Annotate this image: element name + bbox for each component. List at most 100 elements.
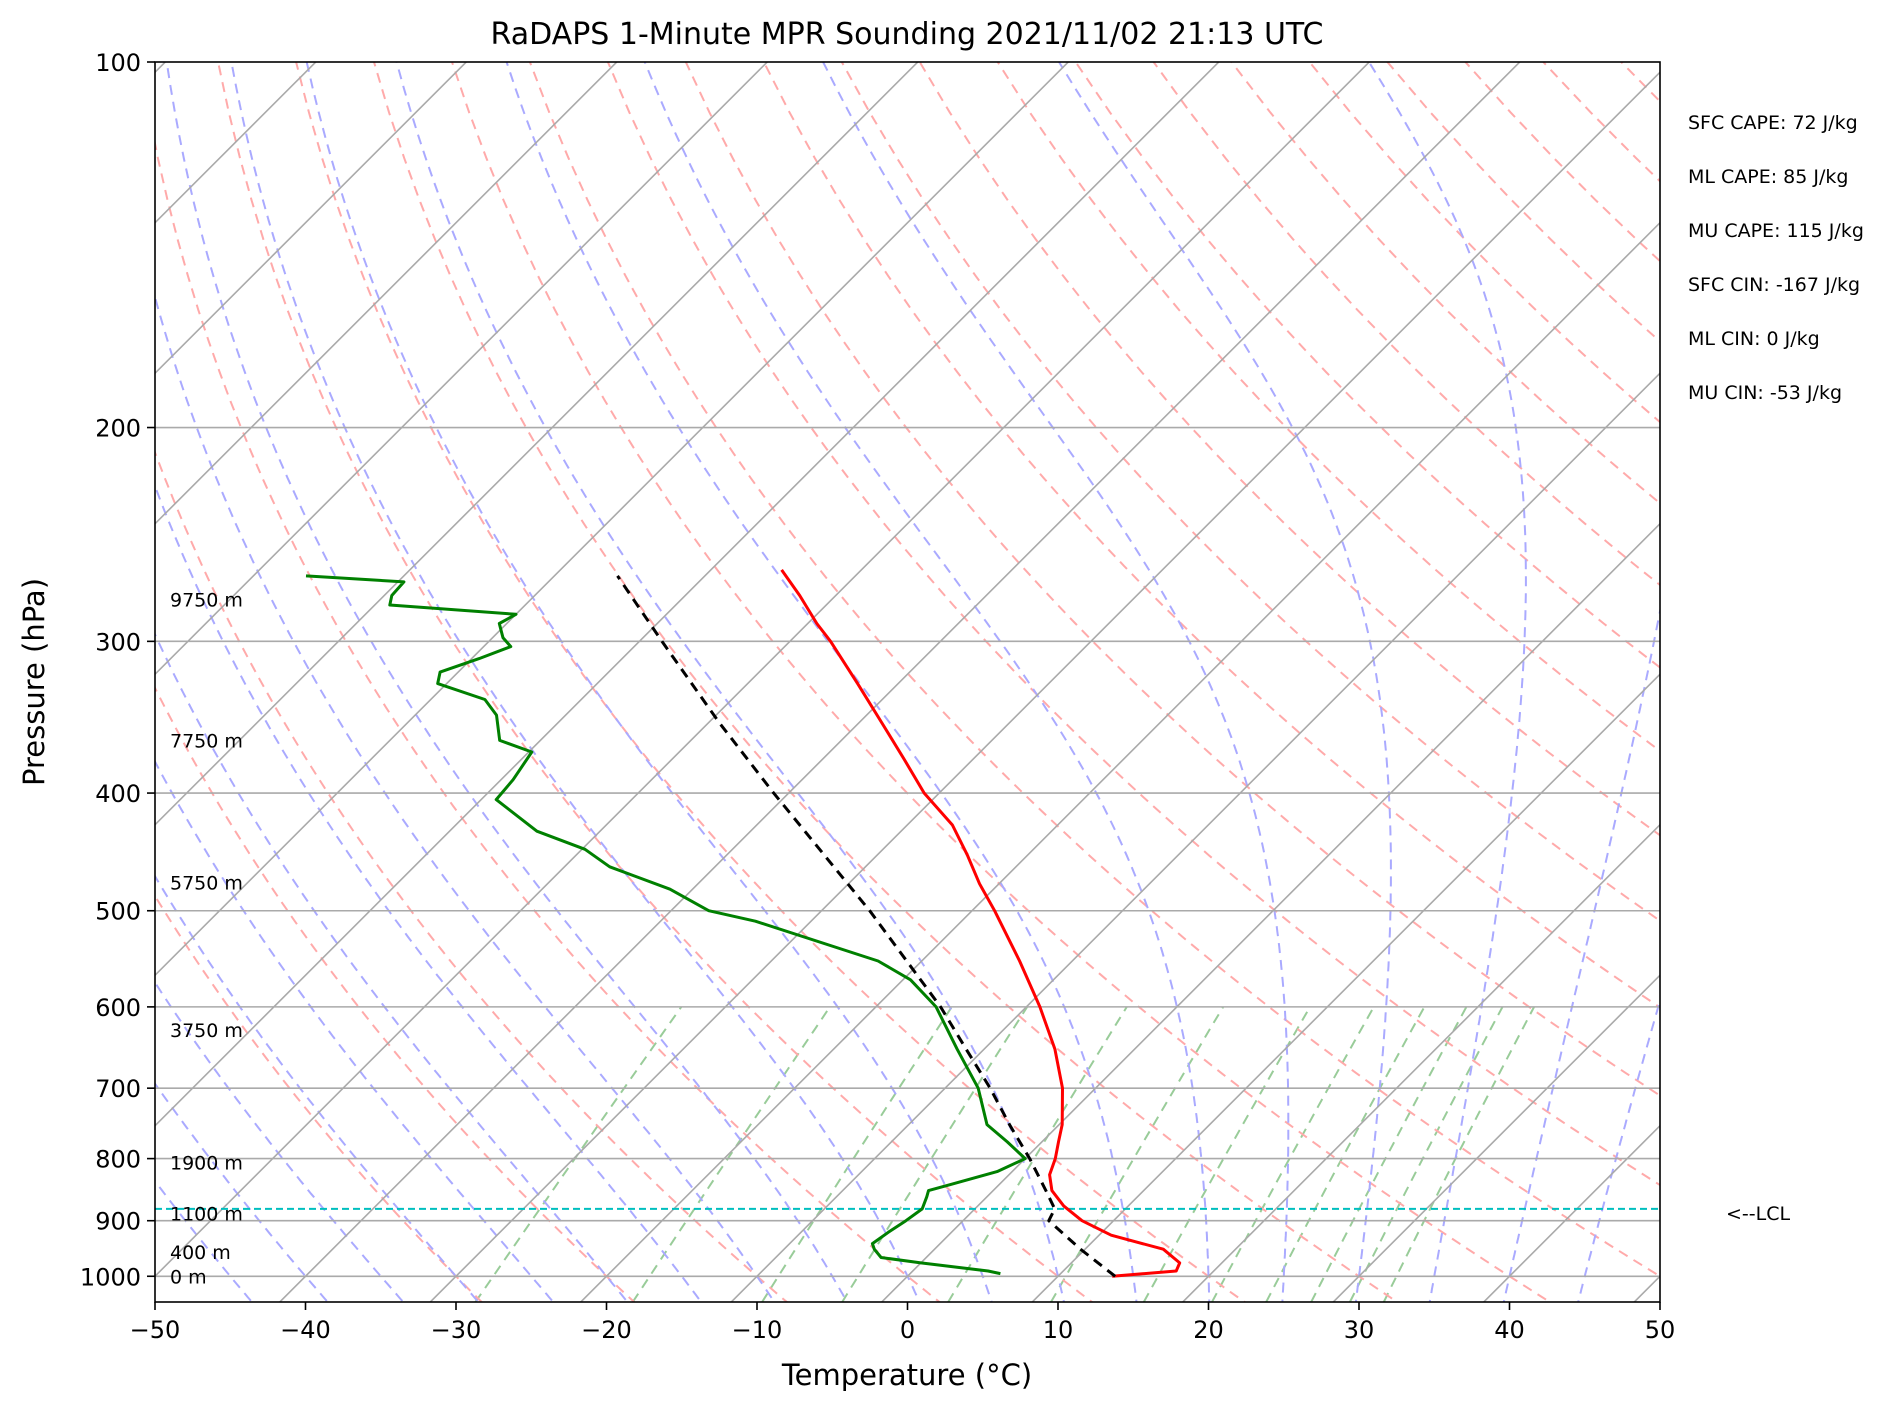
isotherm-line <box>155 62 468 375</box>
moist-adiabat-line <box>1058 62 1392 1302</box>
mixing-ratio-line <box>1142 1006 1311 1302</box>
dry-adiabat-line <box>1645 6 1903 1326</box>
mixing-ratio-line <box>947 1006 1128 1302</box>
dry-adiabat-line <box>1152 62 1660 587</box>
dry-adiabat-line <box>996 62 1660 753</box>
stat-line: SFC CIN: -167 J/kg <box>1688 274 1860 296</box>
isotherm-line <box>155 62 769 676</box>
moist-adiabat-line <box>1577 996 1660 1302</box>
sounding-series <box>305 569 1182 1278</box>
isotherm-line <box>155 62 1070 977</box>
height-label: 1100 m <box>170 1204 243 1226</box>
mixing-ratio-line <box>474 1006 683 1302</box>
moist-adiabat-line <box>1368 62 1527 1302</box>
dry-adiabat-line <box>1797 6 1903 1326</box>
moist-adiabat-line <box>155 293 776 1302</box>
moist-adiabat-line <box>643 62 1211 1302</box>
isotherm-line <box>1633 1275 1660 1302</box>
moist-adiabat-line <box>155 483 703 1302</box>
dry-adiabat-line <box>295 62 1247 1302</box>
dry-adiabat-line <box>372 62 1400 1302</box>
dry-adiabat-line <box>1308 62 1660 424</box>
y-tick-label: 400 <box>95 780 141 808</box>
stat-line: MU CIN: -53 J/kg <box>1688 382 1842 404</box>
isotherm-gridlines <box>155 6 1903 1326</box>
stats-panel: SFC CAPE: 72 J/kg ML CAPE: 85 J/kg MU CAPE… <box>1688 112 1864 404</box>
y-tick-label: 900 <box>95 1208 141 1236</box>
isotherm-line <box>155 62 317 224</box>
height-label: 0 m <box>170 1266 207 1288</box>
moist-adiabat-line <box>155 1081 330 1302</box>
mixing-ratio-line <box>631 1006 831 1302</box>
height-label: 5750 m <box>170 873 243 895</box>
isobar-gridlines <box>155 426 1660 1278</box>
isotherm-line <box>429 71 1660 1302</box>
y-tick-label: 800 <box>95 1146 141 1174</box>
y-tick-label: 200 <box>95 415 141 443</box>
isotherm-line <box>278 62 1521 1302</box>
x-tick-label: 30 <box>1344 1316 1375 1344</box>
moist-adiabat-line <box>1502 606 1660 1302</box>
y-tick-label: 1000 <box>80 1263 141 1291</box>
dry-adiabats <box>155 6 1903 1326</box>
dry-adiabat-line <box>1230 62 1660 505</box>
moist-adiabat-line <box>230 62 921 1302</box>
mixing-ratio-line <box>841 1006 1029 1302</box>
isotherm-line <box>579 221 1660 1302</box>
mixing-ratio-line <box>1211 1006 1375 1302</box>
mixing-ratio-line <box>1265 1006 1426 1302</box>
height-label: 7750 m <box>170 730 243 752</box>
dry-adiabat-line <box>1619 62 1660 103</box>
plot-frame <box>154 61 1661 1303</box>
dry-adiabat-line <box>606 62 1660 1187</box>
moist-adiabat-line <box>155 980 405 1302</box>
stat-line: ML CIN: 0 J/kg <box>1688 328 1820 350</box>
moist-adiabat-line <box>165 62 849 1302</box>
temperature-line <box>780 569 1182 1278</box>
height-label: 9750 m <box>170 589 243 611</box>
dry-adiabat-line <box>1721 6 1903 1326</box>
x-tick-label: −20 <box>581 1316 632 1344</box>
isotherm-line <box>1482 1124 1660 1302</box>
y-tick-label: 600 <box>95 994 141 1022</box>
dry-adiabat-line <box>217 62 1094 1302</box>
isotherm-line <box>155 62 1371 1278</box>
x-tick-label: 50 <box>1645 1316 1676 1344</box>
isotherm-line <box>1031 673 1660 1302</box>
x-tick-label: 10 <box>1043 1316 1074 1344</box>
dry-adiabat-line <box>528 62 1660 1278</box>
mixing-ratio-lines <box>474 1006 1535 1302</box>
x-tick-label: −50 <box>130 1316 181 1344</box>
dry-adiabat-line <box>155 685 636 1302</box>
x-tick-label: 20 <box>1193 1316 1224 1344</box>
height-label: 3750 m <box>170 1020 243 1042</box>
height-label: 1900 m <box>170 1153 243 1175</box>
moist-adiabat-line <box>395 62 1066 1302</box>
y-tick-label: 100 <box>95 49 141 77</box>
isotherm-line <box>1332 974 1660 1302</box>
isotherm-line <box>155 62 618 525</box>
y-axis-label: Pressure (hPa) <box>17 578 51 786</box>
stat-line: MU CAPE: 115 J/kg <box>1688 220 1864 242</box>
isotherm-line <box>155 62 1220 1127</box>
isotherm-line <box>155 62 919 826</box>
y-tick-label: 700 <box>95 1075 141 1103</box>
x-tick-label: −40 <box>280 1316 331 1344</box>
x-tick-label: 0 <box>900 1316 915 1344</box>
x-axis-ticks: −50 −40 −30 −20 −10 0 10 20 30 40 50 <box>130 1302 1676 1344</box>
y-axis-ticks: 100 200 300 400 500 600 700 800 900 1000 <box>80 49 155 1291</box>
chart-title: RaDAPS 1-Minute MPR Sounding 2021/11/02 … <box>491 17 1324 52</box>
mixing-ratio-line <box>1310 1006 1468 1302</box>
isotherm-line <box>1181 823 1660 1302</box>
isotherm-line <box>1760 6 1903 1326</box>
height-label: 400 m <box>170 1242 231 1264</box>
dry-adiabat-line <box>1541 62 1660 183</box>
x-axis-label: Temperature (°C) <box>781 1358 1032 1392</box>
x-tick-label: 40 <box>1494 1316 1525 1344</box>
dry-adiabat-line <box>762 62 1660 1009</box>
mixing-ratio-line <box>1382 1006 1535 1302</box>
stat-line: SFC CAPE: 72 J/kg <box>1688 112 1858 134</box>
dry-adiabat-line <box>155 138 942 1302</box>
dry-adiabat-line <box>155 894 484 1302</box>
